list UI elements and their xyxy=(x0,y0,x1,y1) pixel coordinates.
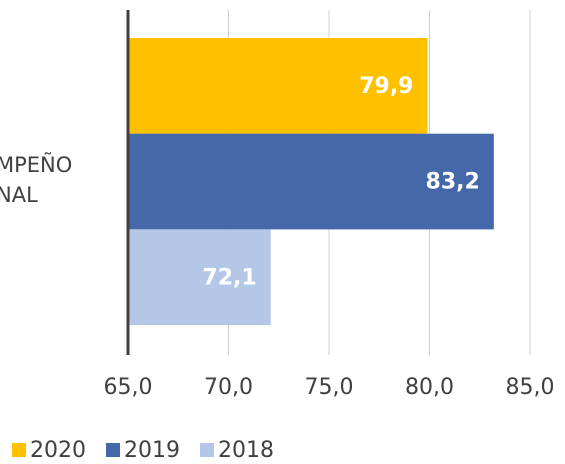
x-tick-label: 75,0 xyxy=(305,375,354,400)
legend-label: 2019 xyxy=(124,438,180,463)
legend-swatch xyxy=(106,443,120,457)
data-label: 72,1 xyxy=(202,265,256,290)
bar xyxy=(128,38,428,134)
category-label: MPEÑO NAL xyxy=(0,153,73,207)
legend-label: 2020 xyxy=(30,438,86,463)
legend-label: 2018 xyxy=(218,438,274,463)
bar xyxy=(128,133,494,230)
x-tick-label: 65,0 xyxy=(104,375,153,400)
x-tick-label: 85,0 xyxy=(506,375,555,400)
data-label: 83,2 xyxy=(426,170,480,195)
x-tick-label: 80,0 xyxy=(405,375,454,400)
bar xyxy=(128,229,271,326)
legend-swatch xyxy=(12,443,26,457)
data-label: 79,9 xyxy=(359,74,413,99)
legend-swatch xyxy=(200,443,214,457)
x-tick-label: 70,0 xyxy=(204,375,253,400)
